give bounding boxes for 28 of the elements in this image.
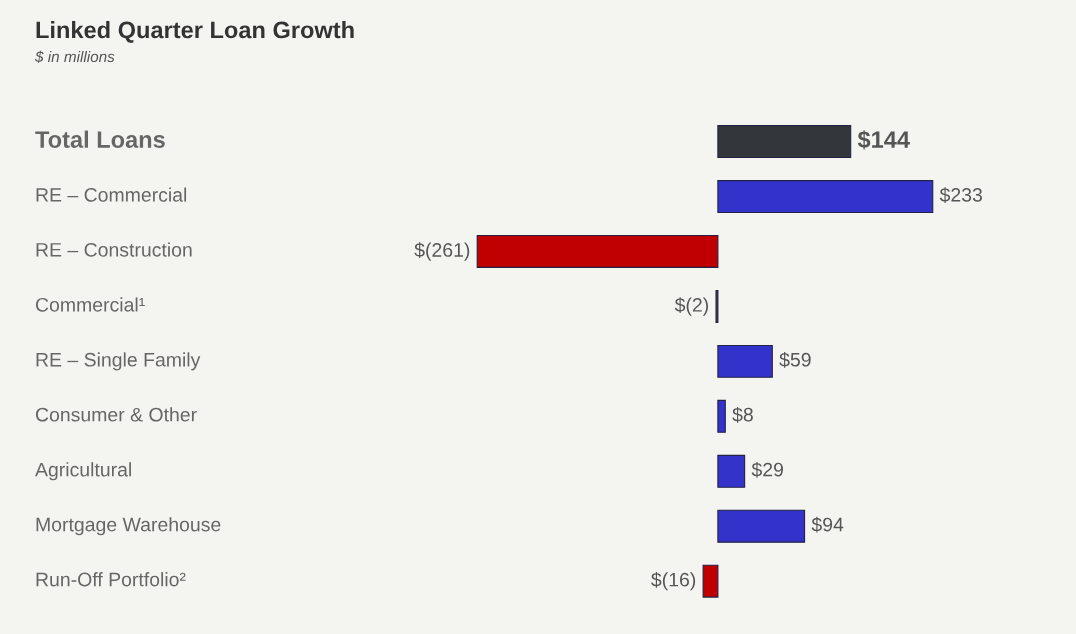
data-label: $233	[939, 187, 982, 203]
data-label: $144	[857, 130, 910, 150]
text: Linked Quarter Loan Growth	[36, 21, 354, 43]
y-tick-label: Consumer & Other	[35, 407, 197, 422]
bar	[717, 454, 746, 488]
y-tick-label: Commercial¹	[35, 297, 145, 312]
bar	[717, 399, 726, 433]
y-tick-label: Total Loans	[35, 130, 165, 148]
y-tick-label: RE – Single Family	[36, 352, 201, 371]
data-label: $8	[732, 406, 753, 423]
data-label: $29	[751, 461, 783, 478]
data-label: $(2)	[674, 297, 709, 316]
bar	[476, 234, 719, 268]
bar	[702, 564, 719, 598]
y-tick-label: Mortgage Warehouse	[36, 517, 221, 536]
y-tick-label: Run-Off Portfolio²	[36, 572, 186, 587]
y-tick-label: Agricultural	[35, 462, 131, 481]
bar	[717, 344, 773, 378]
text: $ in millions	[34, 50, 115, 63]
data-label: $94	[811, 516, 844, 533]
y-tick-label: RE – Construction	[36, 242, 192, 257]
bar	[717, 125, 852, 159]
bar	[717, 180, 934, 214]
data-label: $(261)	[414, 242, 470, 261]
bar	[717, 509, 806, 543]
y-tick-label: RE – Commercial	[36, 187, 187, 202]
data-label: $59	[779, 352, 811, 368]
data-label: $(16)	[651, 571, 696, 591]
